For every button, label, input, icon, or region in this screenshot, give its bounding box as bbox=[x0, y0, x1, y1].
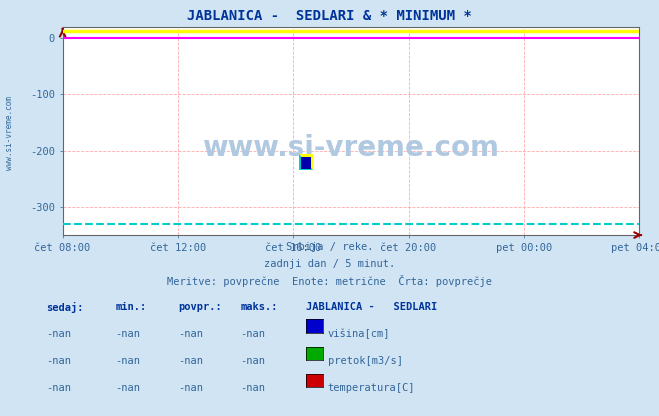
Polygon shape bbox=[299, 154, 314, 171]
Text: pretok[m3/s]: pretok[m3/s] bbox=[328, 356, 403, 366]
Text: povpr.:: povpr.: bbox=[178, 302, 221, 312]
Text: -nan: -nan bbox=[178, 329, 203, 339]
Text: www.si-vreme.com: www.si-vreme.com bbox=[202, 134, 500, 162]
Text: Meritve: povprečne  Enote: metrične  Črta: povprečje: Meritve: povprečne Enote: metrične Črta:… bbox=[167, 275, 492, 287]
Text: Srbija / reke.: Srbija / reke. bbox=[286, 242, 373, 252]
Text: -nan: -nan bbox=[46, 356, 71, 366]
Text: -nan: -nan bbox=[46, 329, 71, 339]
Text: -nan: -nan bbox=[115, 383, 140, 393]
Text: -nan: -nan bbox=[178, 383, 203, 393]
Text: -nan: -nan bbox=[241, 329, 266, 339]
Text: sedaj:: sedaj: bbox=[46, 302, 84, 313]
Text: -nan: -nan bbox=[115, 356, 140, 366]
Text: višina[cm]: višina[cm] bbox=[328, 329, 390, 339]
Text: temperatura[C]: temperatura[C] bbox=[328, 383, 415, 393]
Text: -nan: -nan bbox=[46, 383, 71, 393]
Text: zadnji dan / 5 minut.: zadnji dan / 5 minut. bbox=[264, 259, 395, 269]
Text: maks.:: maks.: bbox=[241, 302, 278, 312]
Text: www.si-vreme.com: www.si-vreme.com bbox=[5, 96, 14, 170]
Text: -nan: -nan bbox=[241, 356, 266, 366]
Text: -nan: -nan bbox=[178, 356, 203, 366]
Polygon shape bbox=[299, 154, 314, 171]
Text: -nan: -nan bbox=[241, 383, 266, 393]
Text: -nan: -nan bbox=[115, 329, 140, 339]
Text: JABLANICA -  SEDLARI & * MINIMUM *: JABLANICA - SEDLARI & * MINIMUM * bbox=[187, 9, 472, 23]
Text: min.:: min.: bbox=[115, 302, 146, 312]
Bar bbox=[301, 157, 310, 169]
Text: JABLANICA -   SEDLARI: JABLANICA - SEDLARI bbox=[306, 302, 438, 312]
